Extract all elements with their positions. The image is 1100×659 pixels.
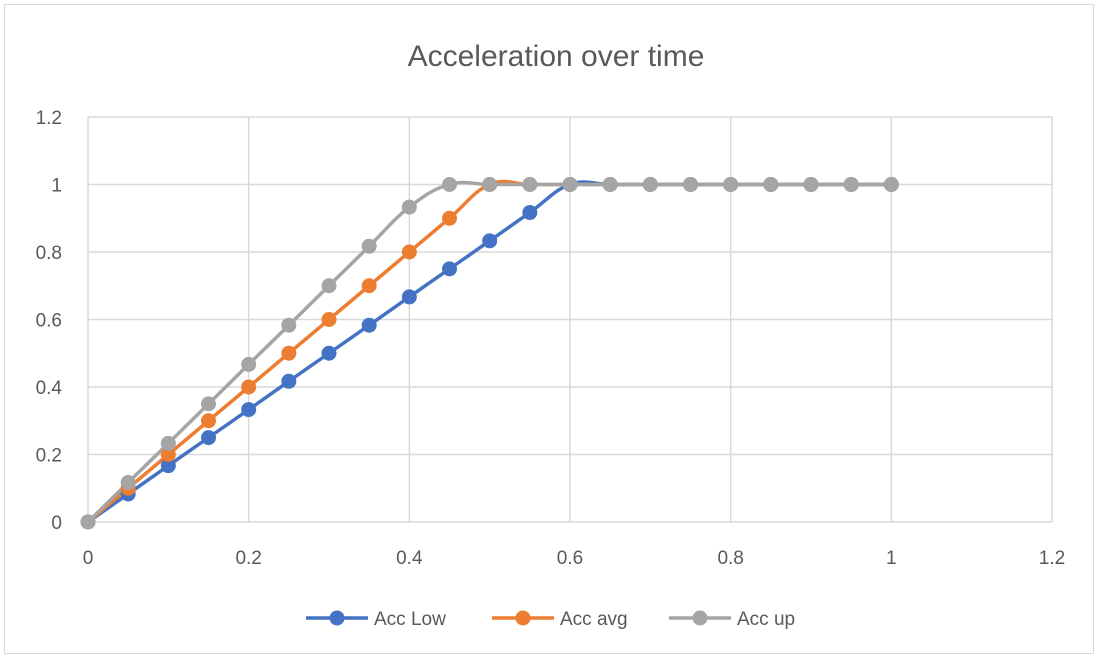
- data-point-acc-low: [361, 317, 377, 333]
- chart-title: Acceleration over time: [408, 40, 705, 73]
- data-point-acc-up: [482, 177, 498, 192]
- legend-marker-acc-avg: [515, 610, 531, 626]
- data-point-acc-avg: [201, 413, 216, 429]
- data-point-acc-low: [522, 205, 538, 221]
- series-line-acc-low: [86, 180, 892, 524]
- data-point-acc-low: [160, 458, 176, 474]
- data-point-acc-up: [642, 177, 658, 192]
- chart-frame: [4, 4, 1094, 654]
- y-tick-label: 1: [51, 176, 62, 197]
- data-point-acc-up: [522, 177, 538, 192]
- series-line-acc-avg: [86, 179, 892, 524]
- data-point-acc-low: [241, 402, 257, 418]
- data-point-acc-low: [442, 261, 457, 277]
- y-tick-label: 0: [51, 513, 62, 534]
- data-point-acc-up: [120, 475, 136, 491]
- data-point-acc-up: [80, 514, 96, 530]
- series-lines: [86, 179, 892, 524]
- y-tick-label: 0.8: [36, 243, 62, 264]
- y-tick-label: 0.4: [36, 378, 63, 399]
- data-point-acc-avg: [160, 447, 176, 462]
- x-tick-label: 0.8: [717, 548, 743, 569]
- data-point-acc-avg: [442, 210, 457, 226]
- data-point-acc-up: [241, 356, 257, 372]
- data-point-acc-up: [442, 177, 457, 192]
- data-point-acc-up: [562, 177, 578, 192]
- data-point-acc-avg: [401, 244, 417, 260]
- data-point-acc-up: [401, 199, 417, 215]
- data-point-acc-up: [602, 177, 618, 192]
- data-point-acc-up: [683, 177, 698, 192]
- data-point-acc-up: [723, 177, 739, 192]
- legend-marker-acc-up: [692, 610, 708, 626]
- data-point-acc-low: [482, 233, 498, 249]
- data-point-acc-avg: [241, 379, 257, 395]
- data-point-acc-low: [401, 289, 417, 305]
- data-point-acc-up: [160, 435, 176, 451]
- legend-label-acc-up: Acc up: [737, 609, 795, 630]
- chart-legend: Acc Low Acc avg Acc up: [306, 609, 795, 630]
- y-axis-tick-labels: 0 0.2 0.4 0.6 0.8 1 1.2: [36, 108, 63, 534]
- x-tick-label: 1.2: [1039, 548, 1065, 569]
- data-point-acc-up: [803, 177, 819, 192]
- x-tick-label: 0.6: [557, 548, 583, 569]
- x-axis-tick-labels: 0 0.2 0.4 0.6 0.8 1 1.2: [83, 548, 1066, 569]
- data-point-acc-up: [883, 177, 899, 192]
- x-tick-label: 1: [886, 548, 897, 569]
- data-point-acc-avg: [281, 345, 297, 361]
- data-point-acc-up: [843, 177, 859, 192]
- y-tick-label: 0.6: [36, 311, 62, 332]
- y-tick-label: 0.2: [36, 446, 62, 467]
- data-point-acc-avg: [361, 278, 377, 294]
- data-point-acc-up: [763, 177, 779, 192]
- x-tick-label: 0.4: [396, 548, 423, 569]
- series-points: [80, 177, 899, 530]
- data-point-acc-up: [281, 317, 297, 333]
- data-point-acc-low: [281, 373, 297, 389]
- data-point-acc-low: [321, 345, 337, 361]
- y-tick-label: 1.2: [36, 108, 62, 129]
- data-point-acc-avg: [321, 312, 337, 327]
- data-point-acc-low: [201, 430, 216, 446]
- data-point-acc-up: [321, 278, 337, 294]
- x-tick-label: 0.2: [235, 548, 261, 569]
- legend-label-acc-low: Acc Low: [374, 609, 446, 630]
- legend-marker-acc-low: [329, 610, 345, 626]
- legend-label-acc-avg: Acc avg: [560, 609, 628, 630]
- data-point-acc-up: [201, 396, 216, 412]
- x-tick-label: 0: [83, 548, 94, 569]
- data-point-acc-up: [361, 238, 377, 254]
